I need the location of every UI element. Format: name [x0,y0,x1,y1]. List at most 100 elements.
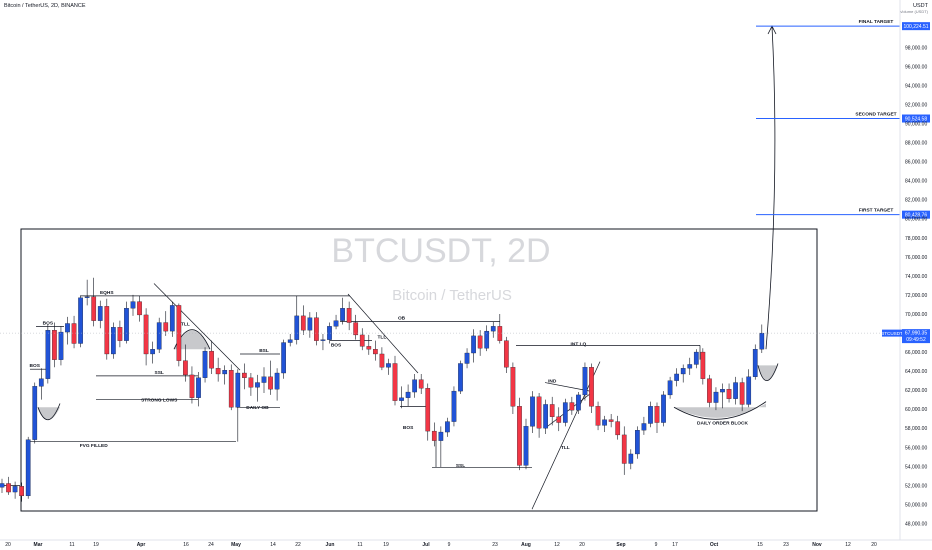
time-tick-label: 14 [270,542,276,548]
time-tick-label: Nov [812,542,822,548]
candle-body [156,322,162,350]
candle-body [556,416,562,423]
time-tick-label: 20 [5,542,11,548]
annotation-label: DAILY ORDER BLOCK [697,420,748,426]
time-tick-label: 16 [183,542,189,548]
candle-body [38,378,44,387]
target-price-text: 80,428.76 [905,213,927,219]
price-tick-label: 58,000.00 [905,426,927,432]
price-tick-label: 64,000.00 [905,369,927,375]
annotation-label: TLL [561,445,570,451]
candle-body [124,308,129,341]
annotation-label: BOS [403,425,414,431]
candle-body [392,363,398,401]
price-tick-label: 88,000.00 [905,141,927,147]
candle-body [189,374,195,398]
candle-body [366,346,372,350]
candle-body [255,382,260,388]
candle-body [412,379,418,393]
time-tick-label: Aug [521,542,531,548]
price-axis[interactable]: 48,000.00 50,000.00 52,000.00 54,000.00 56,0… [899,0,927,540]
candle-body [196,377,201,398]
time-tick-label: 9 [448,542,451,548]
current-price-tag-box [902,329,930,344]
candle-body [320,339,326,341]
candle-body [65,323,70,333]
candle-body [340,308,345,321]
candle-body [759,332,765,350]
candle-body [268,376,273,390]
candle-body [228,370,234,408]
time-tick-label: 12 [845,542,851,548]
candle-body [739,382,745,405]
price-levels[interactable]: FINAL TARGET 100,224.51 SECOND TARGET 90,52… [756,19,930,219]
time-tick-label: 19 [93,542,99,548]
annotation-label: BOS [331,342,342,348]
candle-body [314,317,319,341]
candle-body [425,388,431,432]
price-tick-label: 90,000.00 [905,122,927,128]
candle-body [169,305,175,332]
candle-body [458,363,463,392]
annotations: BOS BOS EQHS TLL SSL STRONG LOWS BSL DAILY OB FV… [30,290,749,469]
time-tick-label: Jul [422,542,430,548]
candle-body [222,370,228,375]
daily-order-block-curve [673,401,767,420]
currency-label[interactable]: USDT Volume (USDT) [900,3,928,14]
candle-body [431,430,437,441]
current-price-text: 67,990.35 [905,331,927,337]
candle-body [241,372,247,378]
price-tick-label: 60,000.00 [905,407,927,413]
time-tick-label: Oct [710,542,719,548]
candle-body [19,486,25,497]
candle-body [733,382,738,399]
price-tick-label: 72,000.00 [905,293,927,299]
candle-body [484,330,490,349]
candle-body [589,367,594,407]
candle-body [451,390,457,422]
candle-body [150,349,155,355]
price-tick-label: 78,000.00 [905,236,927,242]
annotation-label: INT LQ [571,341,587,347]
candle-body [176,305,182,361]
candle-body [562,402,568,423]
annotation-label: BOS [43,320,54,326]
candle-body [405,391,411,398]
watermark-sub: Bitcoin / TetherUS [392,287,512,304]
candles[interactable] [0,277,765,502]
annotation-label: BOS [30,363,41,369]
candle-body [608,419,614,422]
candle-body [549,404,555,417]
price-tick-label: 48,000.00 [905,521,927,527]
candle-body [661,394,666,423]
time-tick-label: Apr [137,542,146,548]
candle-body [32,386,38,440]
time-tick-label: May [231,542,241,548]
tll-trendline [531,361,601,510]
candle-body [746,376,752,405]
candle-body [615,421,621,436]
candle-body [713,391,719,403]
time-tick-label: Jun [326,542,335,548]
candle-body [379,353,385,368]
candle-body [281,342,287,374]
candle-body [71,323,77,344]
watermark-main: BTCUSDT, 2D [331,232,550,270]
candle-body [294,315,300,340]
time-tick-label: 23 [783,542,789,548]
target-price-tag [902,210,930,219]
time-axis[interactable]: 20 Mar 11 19 Apr 16 24 May 14 22 Jun 11 19 Jul 9 23 Aug 1… [0,539,932,548]
zone-curve [757,363,779,382]
time-tick-label: 22 [295,542,301,548]
time-tick-label: 9 [655,542,658,548]
price-tick-label: 92,000.00 [905,102,927,108]
time-tick-label: 17 [672,542,678,548]
price-tick-label: 96,000.00 [905,64,927,70]
candle-body [130,301,136,309]
annotation-label: IND [548,378,557,384]
annotation-label: STRONG LOWS [141,397,178,403]
time-tick-label: 20 [871,542,877,548]
annotation-label: SSL [155,370,164,376]
candle-body [0,483,5,488]
